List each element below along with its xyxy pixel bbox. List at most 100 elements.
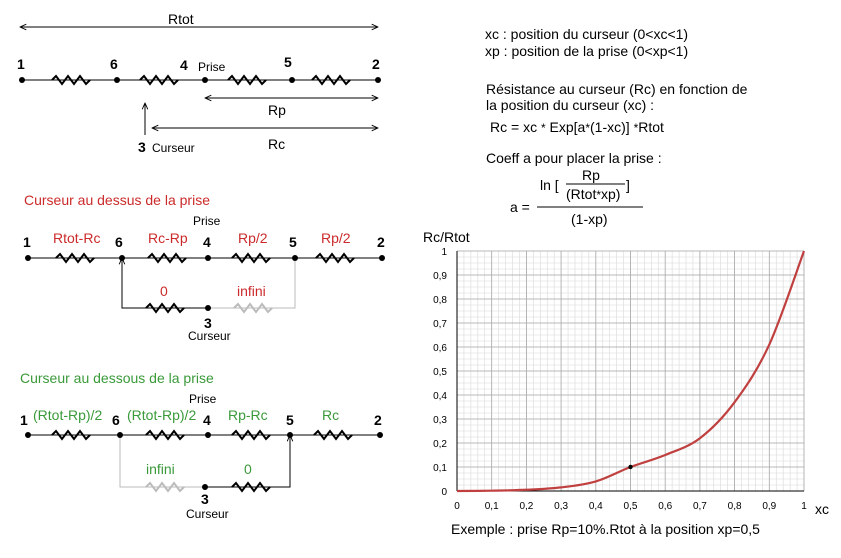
resistor — [51, 429, 91, 441]
node-6 — [117, 432, 123, 438]
node-3 — [205, 305, 211, 311]
node-5 — [287, 432, 293, 438]
node-1 — [25, 432, 31, 438]
node-5-label: 5 — [289, 234, 297, 250]
node-4 — [205, 432, 211, 438]
node-2-label: 2 — [374, 412, 382, 428]
node-3-label: 3 — [204, 315, 212, 331]
node-2-label: 2 — [377, 234, 385, 250]
coeff-text: Coeff a pour placer la prise : — [486, 150, 662, 166]
series-line — [456, 250, 806, 493]
bracket-close: ] — [626, 177, 630, 193]
y-tick-label: 0,8 — [433, 295, 447, 306]
resistor-label: Rp/2 — [321, 230, 351, 246]
resistor-label: (Rtot-Rp)/2 — [127, 407, 197, 423]
x-tick-label: 0,7 — [693, 501, 707, 512]
curseur-label: Curseur — [186, 507, 229, 521]
y-tick-label: 0 — [441, 487, 447, 498]
formula-part: Rc = xc — [490, 119, 538, 135]
y-tick-label: 1 — [441, 247, 447, 258]
chart-caption: Exemple : prise Rp=10%.Rtot à la positio… — [451, 521, 760, 537]
rc-label: Rc — [268, 136, 286, 152]
resistor — [51, 74, 91, 86]
node-3-label: 3 — [138, 139, 146, 155]
resistor — [147, 252, 187, 264]
node-6 — [114, 77, 120, 83]
node-1-label: 1 — [23, 234, 31, 250]
wire-grey — [208, 258, 296, 309]
y-tick-label: 0,4 — [433, 391, 447, 402]
resistor — [315, 252, 355, 264]
node-4-label: 4 — [180, 57, 188, 73]
resistor — [145, 302, 185, 314]
node-2 — [375, 77, 381, 83]
x-tick-label: 0,4 — [589, 501, 603, 512]
node-6-label: 6 — [110, 56, 118, 72]
resistor-label: Rc — [322, 407, 340, 423]
rtot-label: Rtot — [168, 11, 194, 27]
formula-part: Exp[a — [549, 119, 586, 135]
resistor-label: Rp-Rc — [228, 407, 268, 423]
node-6-label: 6 — [115, 234, 123, 250]
multiply-sign: * — [596, 188, 602, 202]
y-tick-label: 0,5 — [433, 367, 447, 378]
multiply-sign: * — [540, 121, 546, 135]
resistance-text-1: Résistance au curseur (Rc) en fonction d… — [486, 81, 748, 97]
node-4-label: 4 — [203, 234, 211, 250]
resistor-label: Rtot-Rc — [53, 230, 101, 246]
y-tick-label: 0,9 — [433, 271, 447, 282]
chart: 0 0,1 0,2 0,3 0,4 0,5 0,6 0,7 0,8 0,9 1 0 0,1 0,2 0,3 0… — [433, 247, 807, 512]
curseur-label: Curseur — [152, 141, 195, 155]
node-6 — [119, 255, 125, 261]
y-tick-label: 0,3 — [433, 415, 447, 426]
y-tick-label: 0,1 — [433, 463, 447, 474]
x-tick-label: 0,1 — [485, 501, 499, 512]
x-tick-label: 0,2 — [519, 501, 533, 512]
ln-label: ln [ — [540, 177, 559, 193]
above-circuit — [25, 252, 385, 314]
node-1 — [19, 77, 25, 83]
node-2 — [377, 432, 383, 438]
node-3 — [202, 484, 208, 490]
resistor-label: Rp/2 — [238, 230, 268, 246]
below-circuit — [25, 429, 383, 493]
node-4-label: 4 — [203, 412, 211, 428]
curseur-label: Curseur — [188, 329, 231, 343]
rp-label: Rp — [268, 102, 286, 118]
y-tick-label: 0,6 — [433, 343, 447, 354]
formula-part: (1-xc)] — [590, 119, 630, 135]
resistance-text-2: la position du curseur (xc) : — [486, 97, 655, 113]
formula-part: xp) — [601, 186, 621, 202]
resistor-label: 0 — [160, 283, 168, 299]
above-title: Curseur au dessus de la prise — [24, 192, 210, 208]
node-3-label: 3 — [201, 491, 209, 507]
resistor — [139, 74, 179, 86]
x-tick-label: 0,3 — [554, 501, 568, 512]
prise-label: Prise — [193, 214, 221, 228]
resistor — [231, 252, 271, 264]
resistor-grey — [233, 302, 273, 314]
resistor-label: (Rtot-Rp)/2 — [33, 407, 103, 423]
node-5-label: 5 — [286, 412, 294, 428]
formula-part: (Rtot — [566, 186, 597, 202]
y-tick-label: 0,7 — [433, 319, 447, 330]
prise-label: Prise — [189, 392, 217, 406]
node-4 — [205, 255, 211, 261]
prise-label: Prise — [198, 60, 226, 74]
node-5 — [289, 77, 295, 83]
resistor — [231, 481, 271, 493]
x-tick-label: 0,8 — [728, 501, 742, 512]
resistor — [55, 252, 95, 264]
x-tick-label: 0,9 — [762, 501, 776, 512]
xp-definition: xp : position de la prise (0<xp<1) — [485, 43, 689, 59]
formula-part: Rtot — [638, 119, 664, 135]
resistor-label: 0 — [244, 461, 252, 477]
below-title: Curseur au dessous de la prise — [20, 370, 214, 386]
node-6-label: 6 — [112, 412, 120, 428]
resistor — [313, 429, 353, 441]
resistor — [227, 74, 267, 86]
numerator-rp: Rp — [582, 167, 600, 183]
x-tick-label: 0,5 — [624, 501, 638, 512]
resistor — [311, 74, 351, 86]
